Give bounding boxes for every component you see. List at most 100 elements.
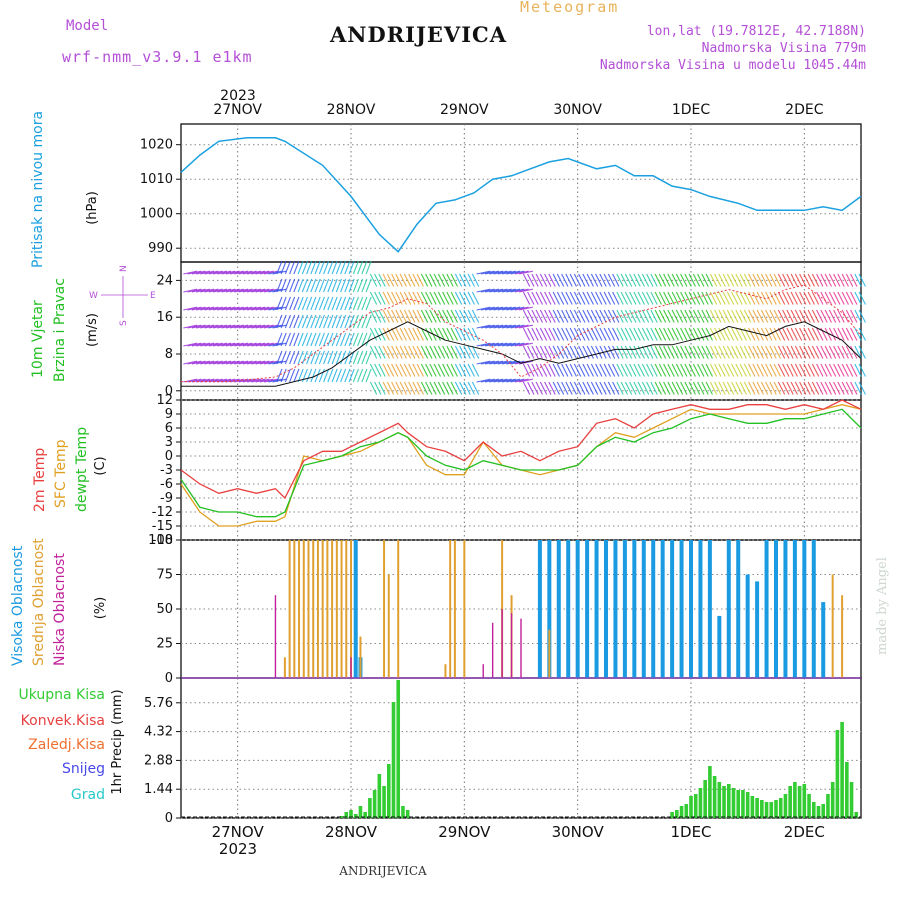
wind-barb [433, 291, 441, 305]
wind-barb [569, 345, 577, 359]
wind-barb [582, 327, 590, 341]
precip-bar [802, 784, 807, 818]
cloud-bar [302, 540, 305, 678]
wind-barb [522, 345, 531, 359]
cloud-bar [383, 540, 386, 678]
wind-barb [816, 273, 824, 287]
wind-barb [382, 345, 390, 359]
wind-barb [348, 332, 355, 347]
wind-barb [412, 291, 420, 305]
wind-barb [595, 309, 603, 323]
cloud-bar [453, 540, 456, 678]
wind-barb [684, 345, 692, 359]
wind-barb [748, 309, 756, 323]
wind-barb [352, 278, 359, 293]
wind-barb [510, 360, 525, 365]
wind-barb [599, 363, 607, 377]
wind-barb [225, 324, 240, 329]
wind-barb [735, 291, 743, 305]
wind-barb [502, 324, 516, 329]
wind-barb [403, 273, 412, 287]
wind-barb [340, 260, 347, 275]
wind-barb [238, 306, 253, 311]
wind-barb [467, 291, 475, 305]
wind-barb [811, 309, 820, 323]
meteogram-label: Meteogram [520, 0, 620, 16]
precip-bar [830, 782, 835, 818]
wind-barb [616, 345, 624, 359]
mid-cloud-label: Srednja Oblacnost [31, 538, 47, 666]
bottom-date-label: 1DEC [670, 823, 711, 841]
precip-bar [760, 800, 764, 818]
ytick-label: 50 [156, 602, 173, 617]
wind-barb [544, 345, 552, 359]
ytick-label: 990 [148, 241, 173, 256]
wind-barb [268, 342, 283, 347]
wind-barb [497, 324, 512, 329]
wind-barb [284, 368, 291, 383]
wind-barb [845, 363, 854, 377]
wind-barb [603, 291, 611, 305]
ytick-label: 1020 [140, 138, 173, 153]
wind-barb [196, 342, 210, 347]
wind-barb [476, 378, 491, 383]
wind-barb [722, 381, 730, 395]
ytick-label: 24 [156, 273, 173, 288]
wind-barb [382, 327, 390, 341]
wind-barb [697, 273, 705, 287]
wind-barb [794, 345, 803, 359]
wind-barb [624, 363, 633, 377]
wind-barb [519, 270, 533, 275]
wind-barb [485, 378, 499, 383]
wind-barb [327, 332, 334, 347]
wind-barb [217, 360, 232, 365]
precip-bar [675, 810, 679, 818]
wind-barb [471, 273, 480, 287]
precip-bar [769, 802, 774, 818]
wind-barb [688, 273, 696, 287]
wind-barb [709, 345, 718, 359]
wind-barb [297, 368, 304, 383]
wind-barb [200, 288, 215, 293]
wind-barb [794, 291, 803, 305]
wind-barb [714, 381, 722, 395]
wind-barb [607, 309, 616, 323]
wind-barb [790, 363, 798, 377]
wind-barb [497, 360, 512, 365]
wind-barb [845, 345, 854, 359]
cloud-bar [307, 540, 310, 678]
wind-barb [756, 345, 764, 359]
wind-barb [782, 363, 790, 377]
wind-barb [705, 327, 713, 341]
wind-barb [590, 273, 599, 287]
wind-barb [352, 350, 359, 365]
wind-barb [480, 378, 495, 383]
wind-barb [799, 309, 807, 323]
ytick-label: 75 [156, 568, 173, 583]
precip-bar [745, 792, 750, 818]
wind-barb [841, 363, 849, 377]
wind-barb [556, 291, 565, 305]
wind-barb [820, 363, 828, 377]
wind-barb [527, 363, 535, 377]
wind-barb [765, 345, 773, 359]
wind-barb [522, 273, 531, 287]
wind-barb [264, 378, 278, 383]
wind-barb [442, 309, 450, 323]
wind-barb [204, 324, 219, 329]
wind-barb [502, 342, 516, 347]
wind-barb [841, 309, 849, 323]
wind-barb [437, 273, 446, 287]
wind-barb [684, 381, 692, 395]
wind-barb [671, 327, 679, 341]
wind-barb [790, 381, 798, 395]
station-title: ANDRIJEVICA [330, 22, 508, 47]
wind-barb [297, 350, 304, 365]
wind-barb [663, 273, 671, 287]
wind-barb [777, 363, 786, 377]
wind-barb [637, 273, 645, 287]
wind-barb [794, 327, 803, 341]
cloud-bar [548, 629, 551, 678]
wind-barb [510, 270, 525, 275]
cloud-bar [604, 540, 608, 678]
